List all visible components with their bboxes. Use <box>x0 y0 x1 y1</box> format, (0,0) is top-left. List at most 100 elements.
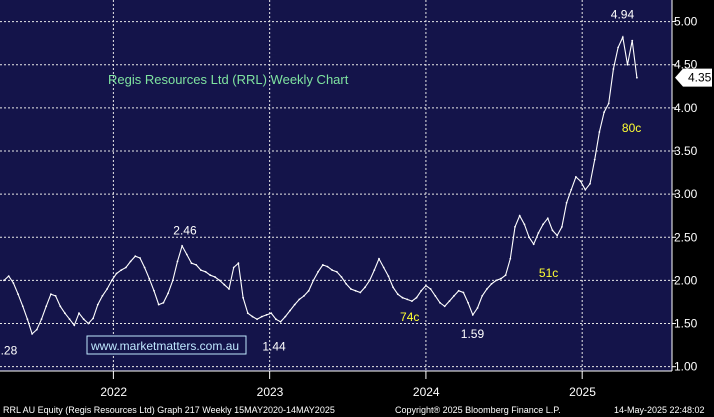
price-point <box>382 266 385 269</box>
watermark: www.marketmatters.com.au <box>86 335 247 355</box>
price-point <box>326 265 329 268</box>
price-point <box>439 301 441 304</box>
watermark-box <box>86 335 247 355</box>
y-tick-label: 1.50 <box>674 317 698 331</box>
price-point <box>246 312 249 315</box>
price-point <box>256 318 258 321</box>
price-point <box>232 266 235 269</box>
price-point <box>251 315 254 318</box>
price-point <box>110 279 113 282</box>
price-point <box>546 217 549 220</box>
y-tick-label: 2.50 <box>674 230 698 244</box>
price-point <box>612 68 615 70</box>
price-point <box>125 266 127 269</box>
price-point <box>101 295 104 297</box>
y-tick-label: 3.00 <box>674 187 698 201</box>
watermark-text: www.marketmatters.com.au <box>90 339 239 353</box>
price-point <box>345 283 348 285</box>
annotations: 1.28 2.46 1.44 74c 1.59 51c 80c 4.94 <box>0 8 641 358</box>
price-point <box>603 111 605 114</box>
annotation-label: 74c <box>400 310 419 324</box>
price-point <box>7 275 10 277</box>
price-point <box>293 303 296 306</box>
price-point <box>401 296 404 299</box>
footer-right: 14-May-2025 22:48:02 <box>614 405 705 415</box>
annotation-label: 1.44 <box>262 340 286 354</box>
price-point <box>54 295 57 297</box>
x-tick-label: 2025 <box>569 385 596 399</box>
price-point <box>354 289 357 292</box>
price-point <box>214 276 216 278</box>
price-point <box>415 296 418 299</box>
y-axis: 1.00 1.50 2.00 2.50 3.00 3.50 4.00 4.50 5.00 <box>671 0 698 374</box>
price-point <box>321 264 324 266</box>
price-point <box>575 176 577 178</box>
price-point <box>176 260 179 263</box>
price-point <box>40 318 43 321</box>
price-point <box>561 226 563 228</box>
price-point <box>143 266 146 269</box>
price-point <box>448 300 451 302</box>
price-point <box>120 269 123 271</box>
price-point <box>218 279 221 282</box>
price-point <box>331 269 334 271</box>
price-point <box>598 131 601 133</box>
price-point <box>153 289 155 292</box>
price-point <box>542 223 544 226</box>
price-line <box>3 35 638 335</box>
price-point <box>570 188 573 191</box>
price-point <box>434 295 437 297</box>
price-point <box>195 264 198 266</box>
annotation-label: 80c <box>622 121 641 135</box>
price-point <box>378 257 380 260</box>
price-point <box>171 279 174 282</box>
x-tick-label: 2024 <box>413 385 440 399</box>
price-point <box>486 288 488 290</box>
price-point <box>457 289 460 292</box>
price-point <box>617 46 619 49</box>
price-point <box>359 291 362 294</box>
price-point <box>626 63 629 66</box>
x-tick-label: 2023 <box>257 385 284 399</box>
price-point <box>204 270 207 273</box>
price-point <box>467 301 469 304</box>
price-point <box>275 318 277 321</box>
price-point <box>443 305 446 308</box>
price-point <box>453 295 455 297</box>
price-point <box>387 275 390 277</box>
price-point <box>593 158 596 161</box>
price-point <box>279 320 282 323</box>
price-point <box>317 270 319 273</box>
price-point <box>228 288 230 290</box>
last-price-label: 4.35 <box>688 71 712 85</box>
price-point <box>115 272 118 275</box>
price-point <box>303 295 305 297</box>
y-tick-label: 4.00 <box>674 101 698 115</box>
price-point <box>532 243 535 246</box>
price-point <box>68 318 71 321</box>
annotation-label: 51c <box>539 266 558 280</box>
price-series <box>3 35 638 335</box>
price-point <box>565 201 568 204</box>
y-tick-label: 5.00 <box>674 15 698 29</box>
price-point <box>631 39 634 42</box>
price-point <box>200 269 202 271</box>
price-point <box>621 36 624 38</box>
price-point <box>551 229 554 232</box>
footer: RRL AU Equity (Regis Resources Ltd) Grap… <box>3 405 705 415</box>
price-point <box>148 277 151 280</box>
price-point <box>607 102 610 105</box>
price-point <box>495 279 498 282</box>
price-point <box>556 234 559 237</box>
price-point <box>373 269 376 271</box>
price-point <box>504 274 507 277</box>
x-axis: 2022 2023 2024 2025 <box>0 370 672 399</box>
price-point <box>528 236 530 239</box>
price-point <box>35 328 38 331</box>
price-point <box>129 260 132 263</box>
price-point <box>518 214 521 217</box>
price-point <box>298 298 301 301</box>
price-point <box>584 188 587 191</box>
price-point <box>636 76 638 79</box>
price-point <box>396 293 399 296</box>
